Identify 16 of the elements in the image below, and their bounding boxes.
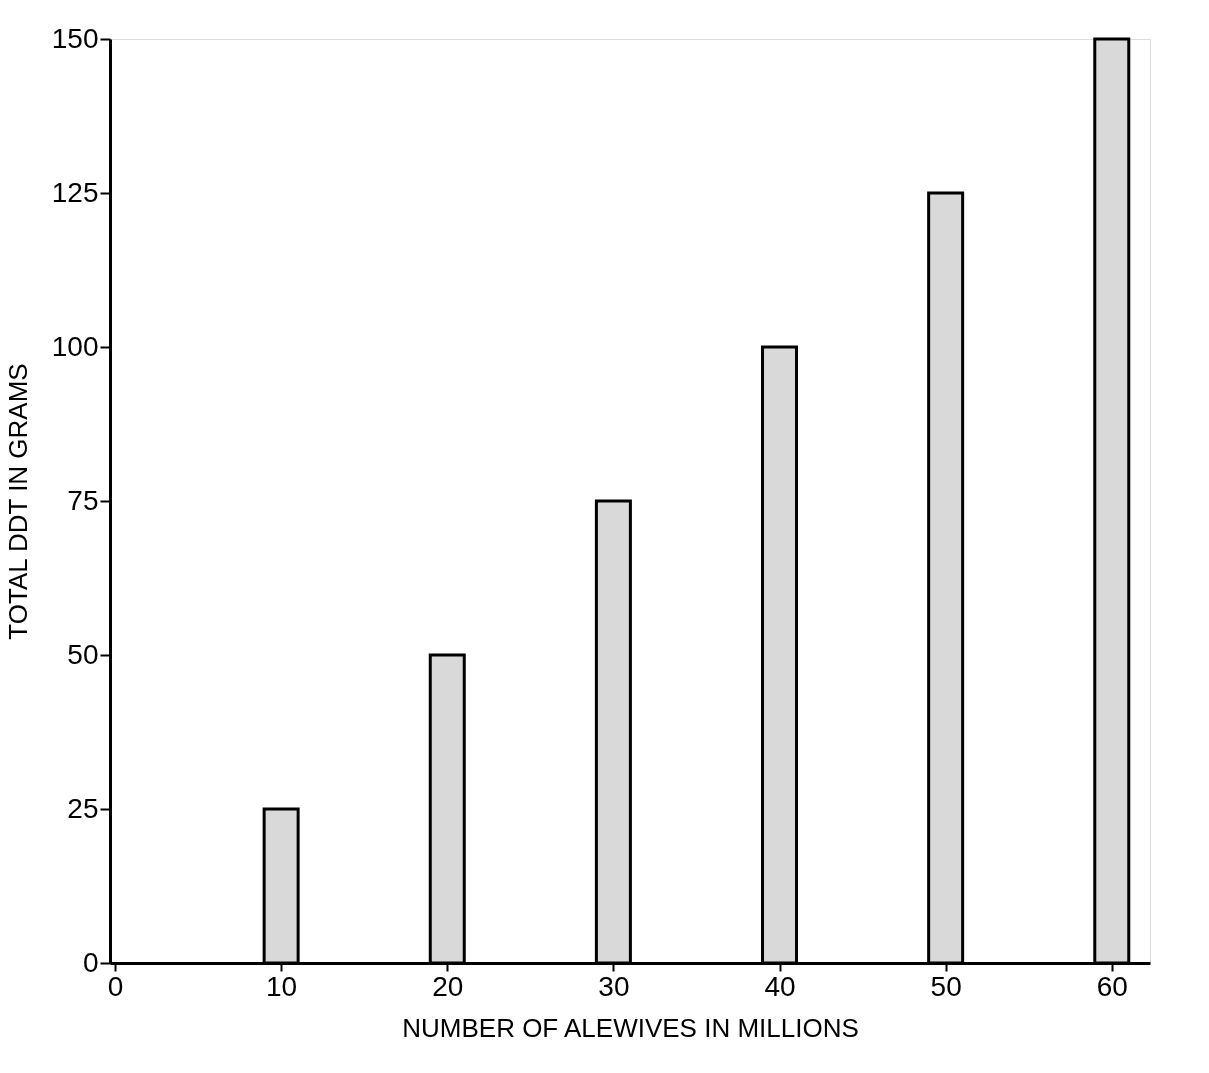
y-tick-label: 75 xyxy=(67,484,99,516)
x-tick-label: 0 xyxy=(107,970,124,1002)
x-tick-label: 50 xyxy=(930,970,962,1002)
y-tick-label: 25 xyxy=(67,792,99,824)
y-tick-label: 100 xyxy=(51,330,99,362)
x-tick-label: 40 xyxy=(764,970,796,1002)
x-axis-title: NUMBER OF ALEWIVES IN MILLIONS xyxy=(402,1012,859,1043)
y-tick-label: 125 xyxy=(51,176,99,208)
x-tick-label: 60 xyxy=(1096,970,1128,1002)
x-tick-label: 10 xyxy=(266,970,298,1002)
y-axis-title: TOTAL DDT IN GRAMS xyxy=(2,363,33,640)
x-tick-label: 20 xyxy=(432,970,464,1002)
y-tick-label: 150 xyxy=(51,22,99,54)
y-tick-label: 50 xyxy=(67,638,99,670)
x-tick-label: 30 xyxy=(598,970,630,1002)
y-tick-label: 0 xyxy=(82,946,99,978)
